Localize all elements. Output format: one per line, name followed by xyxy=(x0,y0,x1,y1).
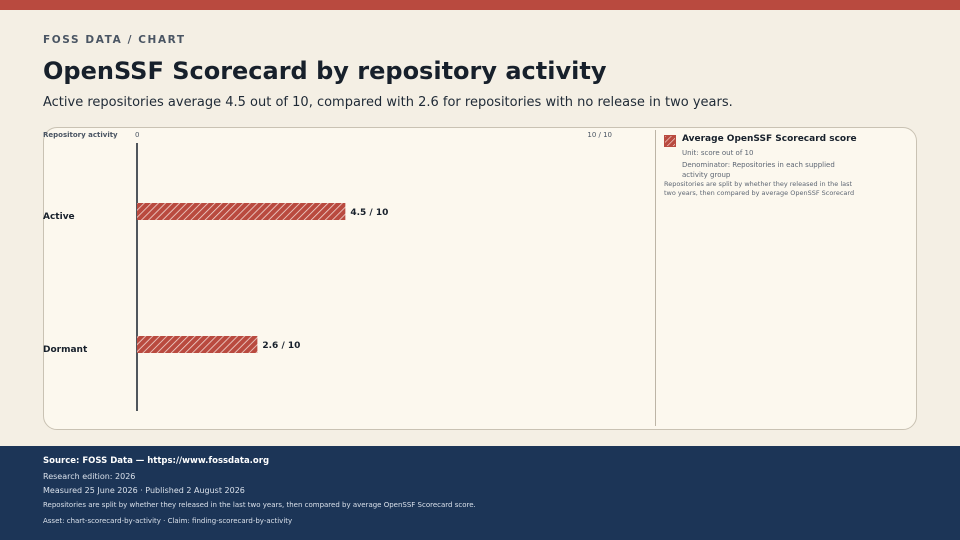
bar-dormant xyxy=(137,336,258,353)
data-label-active: 4.5 / 10 xyxy=(350,208,388,218)
bar-chart: Repository activity 0 10 / 10 Active 4.5 / 1… xyxy=(43,131,612,411)
data-label-dormant: 2.6 / 10 xyxy=(262,341,300,351)
footer-source: Source: FOSS Data — https://www.fossdata… xyxy=(43,456,270,466)
category-label-dormant: Dormant xyxy=(43,345,88,355)
footer: Source: FOSS Data — https://www.fossdata… xyxy=(0,446,960,540)
footer-method: Repositories are split by whether they r… xyxy=(43,501,476,509)
footer-edition: Research edition: 2026 xyxy=(43,472,136,481)
top-accent-bar xyxy=(0,0,960,10)
category-label-active: Active xyxy=(43,212,75,222)
chart-panel xyxy=(43,127,917,430)
legend-title: Average OpenSSF Scorecard score xyxy=(682,134,857,144)
page-subtitle: Active repositories average 4.5 out of 1… xyxy=(43,95,733,110)
footer-asset: Asset: chart-scorecard-by-activity · Cla… xyxy=(43,517,293,525)
axis-label: Repository activity xyxy=(43,131,118,139)
footer-dates: Measured 25 June 2026 · Published 2 Augu… xyxy=(43,486,245,495)
page-title: OpenSSF Scorecard by repository activity xyxy=(43,57,607,85)
panel-divider xyxy=(655,130,656,426)
bar-active xyxy=(137,203,346,220)
legend-swatch-icon xyxy=(664,135,676,147)
legend-note: Repositories are split by whether they r… xyxy=(664,180,855,197)
eyebrow-label: FOSS DATA / CHART xyxy=(43,34,186,46)
legend-denominator: Denominator: Repositories in each suppli… xyxy=(682,161,835,179)
tick-label-min: 0 xyxy=(135,131,139,139)
tick-label-max: 10 / 10 xyxy=(587,131,612,139)
legend-unit: Unit: score out of 10 xyxy=(682,149,754,157)
